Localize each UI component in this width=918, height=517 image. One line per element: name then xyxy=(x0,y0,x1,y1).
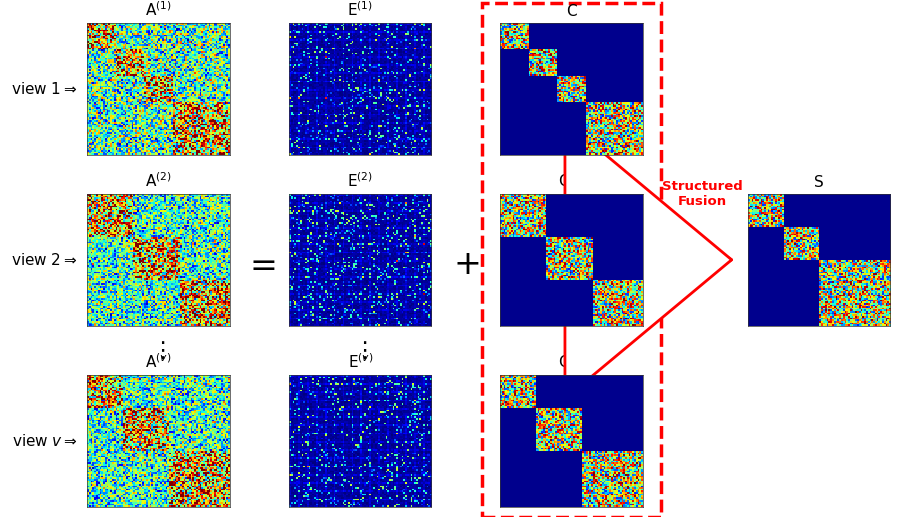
Text: Structured
Fusion: Structured Fusion xyxy=(662,180,743,208)
Text: $=$: $=$ xyxy=(243,249,275,281)
Text: C: C xyxy=(566,4,577,19)
Text: A$^{(v)}$: A$^{(v)}$ xyxy=(145,352,172,371)
Text: $\vdots$: $\vdots$ xyxy=(151,339,165,361)
Text: S: S xyxy=(814,175,824,190)
Text: $\vdots$: $\vdots$ xyxy=(565,339,578,361)
Text: $+$: $+$ xyxy=(453,249,479,281)
Text: C$^{(2)}$: C$^{(2)}$ xyxy=(558,171,585,190)
Text: A$^{(1)}$: A$^{(1)}$ xyxy=(145,1,172,19)
Bar xyxy=(482,3,661,517)
Text: view $v\Rightarrow$: view $v\Rightarrow$ xyxy=(12,433,78,449)
Text: E$^{(1)}$: E$^{(1)}$ xyxy=(347,1,374,19)
Text: C$^{(v)}$: C$^{(v)}$ xyxy=(558,352,585,371)
Text: E$^{(2)}$: E$^{(2)}$ xyxy=(347,171,374,190)
Text: view 1$\Rightarrow$: view 1$\Rightarrow$ xyxy=(11,81,78,97)
Text: E$^{(v)}$: E$^{(v)}$ xyxy=(348,352,373,371)
Text: A$^{(2)}$: A$^{(2)}$ xyxy=(145,171,172,190)
Text: view 2$\Rightarrow$: view 2$\Rightarrow$ xyxy=(11,252,78,268)
Text: $\vdots$: $\vdots$ xyxy=(353,339,367,361)
